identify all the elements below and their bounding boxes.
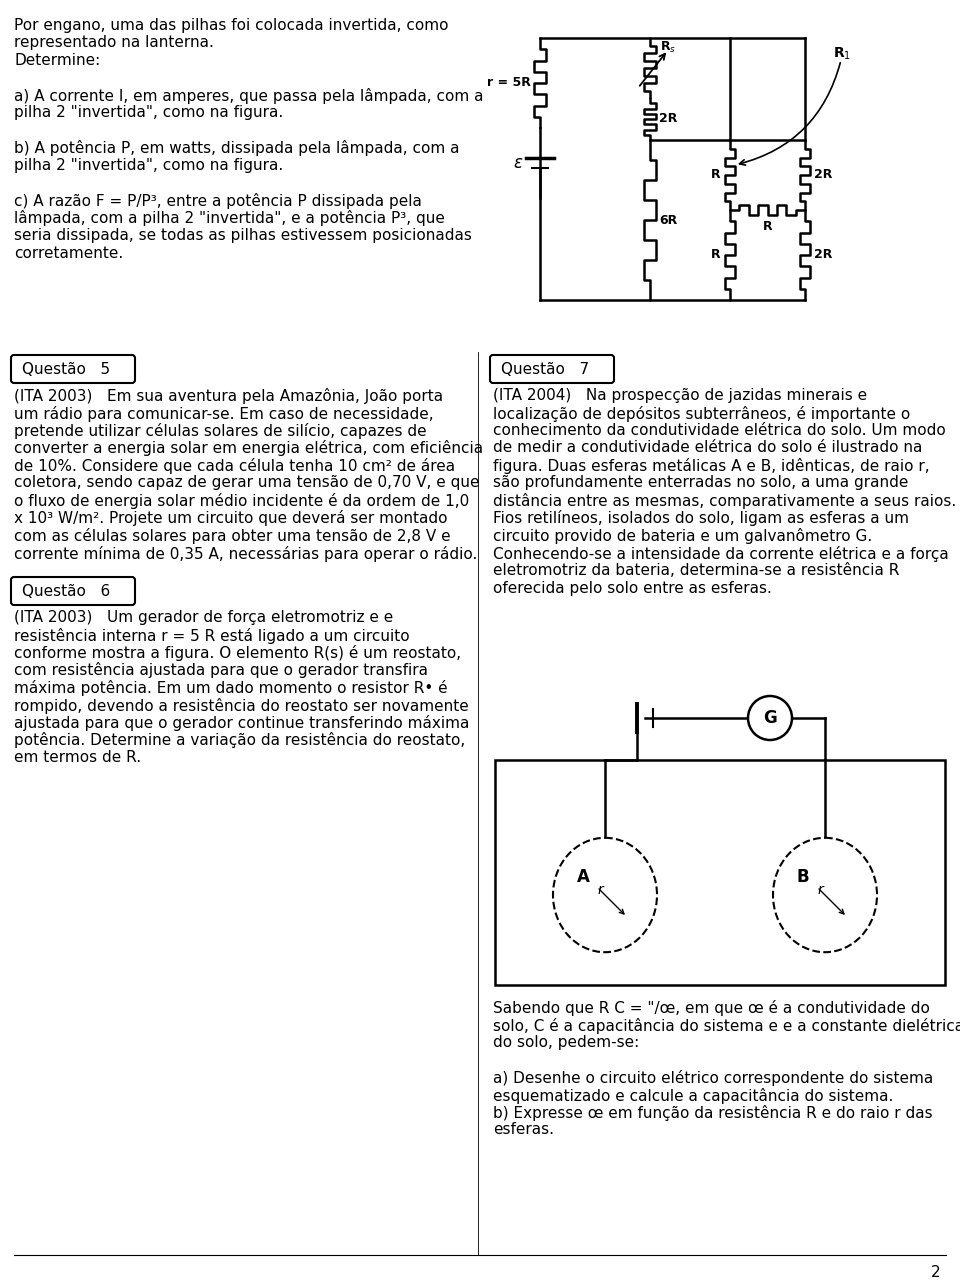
Text: a) Desenhe o circuito elétrico correspondente do sistema: a) Desenhe o circuito elétrico correspon… [493,1070,933,1086]
Text: coletora, sendo capaz de gerar uma tensão de 0,70 V, e que: coletora, sendo capaz de gerar uma tensã… [14,476,479,491]
Text: R: R [762,221,772,233]
Text: Questão   6: Questão 6 [22,583,110,599]
Text: c) A razão F = P/P³, entre a potência P dissipada pela: c) A razão F = P/P³, entre a potência P … [14,194,421,209]
Text: resistência interna r = 5 R está ligado a um circuito: resistência interna r = 5 R está ligado … [14,627,410,644]
FancyBboxPatch shape [11,355,135,383]
Text: pilha 2 "invertida", como na figura.: pilha 2 "invertida", como na figura. [14,105,283,121]
Text: corretamente.: corretamente. [14,245,123,260]
Text: G: G [763,709,777,727]
Ellipse shape [773,838,877,953]
Text: solo, C é a capacitância do sistema e e a constante dielétrica: solo, C é a capacitância do sistema e e … [493,1018,960,1033]
Text: Determine:: Determine: [14,53,100,68]
Text: circuito provido de bateria e um galvanômetro G.: circuito provido de bateria e um galvanô… [493,528,873,544]
Text: R$_1$: R$_1$ [833,46,852,63]
Text: potência. Determine a variação da resistência do reostato,: potência. Determine a variação da resist… [14,732,466,749]
Text: oferecida pelo solo entre as esferas.: oferecida pelo solo entre as esferas. [493,581,772,596]
Text: um rádio para comunicar-se. Em caso de necessidade,: um rádio para comunicar-se. Em caso de n… [14,405,434,422]
Text: Fios retilíneos, isolados do solo, ligam as esferas a um: Fios retilíneos, isolados do solo, ligam… [493,510,909,527]
FancyBboxPatch shape [490,355,614,383]
Text: b) Expresse œ em função da resistência R e do raio r das: b) Expresse œ em função da resistência R… [493,1105,932,1120]
Text: 2R: 2R [814,168,832,182]
Text: distância entre as mesmas, comparativamente a seus raios.: distância entre as mesmas, comparativame… [493,494,956,509]
Text: ε: ε [514,154,522,172]
Text: 2: 2 [930,1265,940,1279]
Text: 2R: 2R [814,249,832,262]
Text: localização de depósitos subterrâneos, é importante o: localização de depósitos subterrâneos, é… [493,405,910,422]
Text: Sabendo que R C = "/œ, em que œ é a condutividade do: Sabendo que R C = "/œ, em que œ é a cond… [493,1000,930,1017]
Text: são profundamente enterradas no solo, a uma grande: são profundamente enterradas no solo, a … [493,476,908,491]
Text: com resistência ajustada para que o gerador transfira: com resistência ajustada para que o gera… [14,663,428,678]
Circle shape [748,696,792,740]
Text: 6R: 6R [659,214,677,227]
Text: (ITA 2004)   Na prospecção de jazidas minerais e: (ITA 2004) Na prospecção de jazidas mine… [493,388,867,403]
Text: conforme mostra a figura. O elemento R(s) é um reostato,: conforme mostra a figura. O elemento R(s… [14,645,461,662]
Text: r: r [597,883,603,897]
Text: r: r [817,883,823,897]
Text: (ITA 2003)   Um gerador de força eletromotriz e e: (ITA 2003) Um gerador de força eletromot… [14,610,394,626]
Text: a) A corrente I, em amperes, que passa pela lâmpada, com a: a) A corrente I, em amperes, que passa p… [14,88,484,104]
Text: figura. Duas esferas metálicas A e B, idênticas, de raio r,: figura. Duas esferas metálicas A e B, id… [493,458,929,474]
Text: r = 5R: r = 5R [487,77,531,90]
Text: eletromotriz da bateria, determina-se a resistência R: eletromotriz da bateria, determina-se a … [493,563,900,578]
Text: esquematizado e calcule a capacitância do sistema.: esquematizado e calcule a capacitância d… [493,1087,894,1104]
Text: de medir a condutividade elétrica do solo é ilustrado na: de medir a condutividade elétrica do sol… [493,441,923,455]
Text: o fluxo de energia solar médio incidente é da ordem de 1,0: o fluxo de energia solar médio incidente… [14,494,469,509]
Text: com as células solares para obter uma tensão de 2,8 V e: com as células solares para obter uma te… [14,528,450,544]
Text: seria dissipada, se todas as pilhas estivessem posicionadas: seria dissipada, se todas as pilhas esti… [14,228,472,244]
Text: b) A potência P, em watts, dissipada pela lâmpada, com a: b) A potência P, em watts, dissipada pel… [14,141,460,156]
Text: R: R [711,249,721,262]
Text: converter a energia solar em energia elétrica, com eficiência: converter a energia solar em energia elé… [14,441,483,456]
Bar [495,760,945,985]
Text: pilha 2 "invertida", como na figura.: pilha 2 "invertida", como na figura. [14,158,283,173]
Text: rompido, devendo a resistência do reostato ser novamente: rompido, devendo a resistência do reosta… [14,697,468,714]
Text: R: R [711,168,721,182]
Text: B: B [797,868,809,886]
Text: Por engano, uma das pilhas foi colocada invertida, como: Por engano, uma das pilhas foi colocada … [14,18,448,33]
Text: Conhecendo-se a intensidade da corrente elétrica e a força: Conhecendo-se a intensidade da corrente … [493,546,948,562]
Text: representado na lanterna.: representado na lanterna. [14,36,214,50]
Text: 2R: 2R [659,113,678,126]
Text: de 10%. Considere que cada célula tenha 10 cm² de área: de 10%. Considere que cada célula tenha … [14,458,455,474]
Text: pretende utilizar células solares de silício, capazes de: pretende utilizar células solares de sil… [14,423,426,438]
Text: ajustada para que o gerador continue transferindo máxima: ajustada para que o gerador continue tra… [14,715,469,731]
Text: máxima potência. Em um dado momento o resistor R• é: máxima potência. Em um dado momento o re… [14,679,447,696]
Text: A: A [577,868,589,886]
Text: em termos de R.: em termos de R. [14,750,141,765]
Text: Questão   5: Questão 5 [22,362,110,377]
Text: Questão   7: Questão 7 [501,362,589,377]
Text: corrente mínima de 0,35 A, necessárias para operar o rádio.: corrente mínima de 0,35 A, necessárias p… [14,546,477,562]
Text: conhecimento da condutividade elétrica do solo. Um modo: conhecimento da condutividade elétrica d… [493,423,946,438]
Text: R$_s$: R$_s$ [660,40,676,55]
Text: x 10³ W/m². Projete um circuito que deverá ser montado: x 10³ W/m². Projete um circuito que deve… [14,510,447,527]
FancyBboxPatch shape [11,577,135,605]
Text: lâmpada, com a pilha 2 "invertida", e a potência P³, que: lâmpada, com a pilha 2 "invertida", e a … [14,210,444,227]
Text: esferas.: esferas. [493,1123,554,1137]
Ellipse shape [553,838,657,953]
Text: (ITA 2003)   Em sua aventura pela Amazônia, João porta: (ITA 2003) Em sua aventura pela Amazônia… [14,388,444,404]
Text: do solo, pedem-se:: do solo, pedem-se: [493,1035,639,1050]
